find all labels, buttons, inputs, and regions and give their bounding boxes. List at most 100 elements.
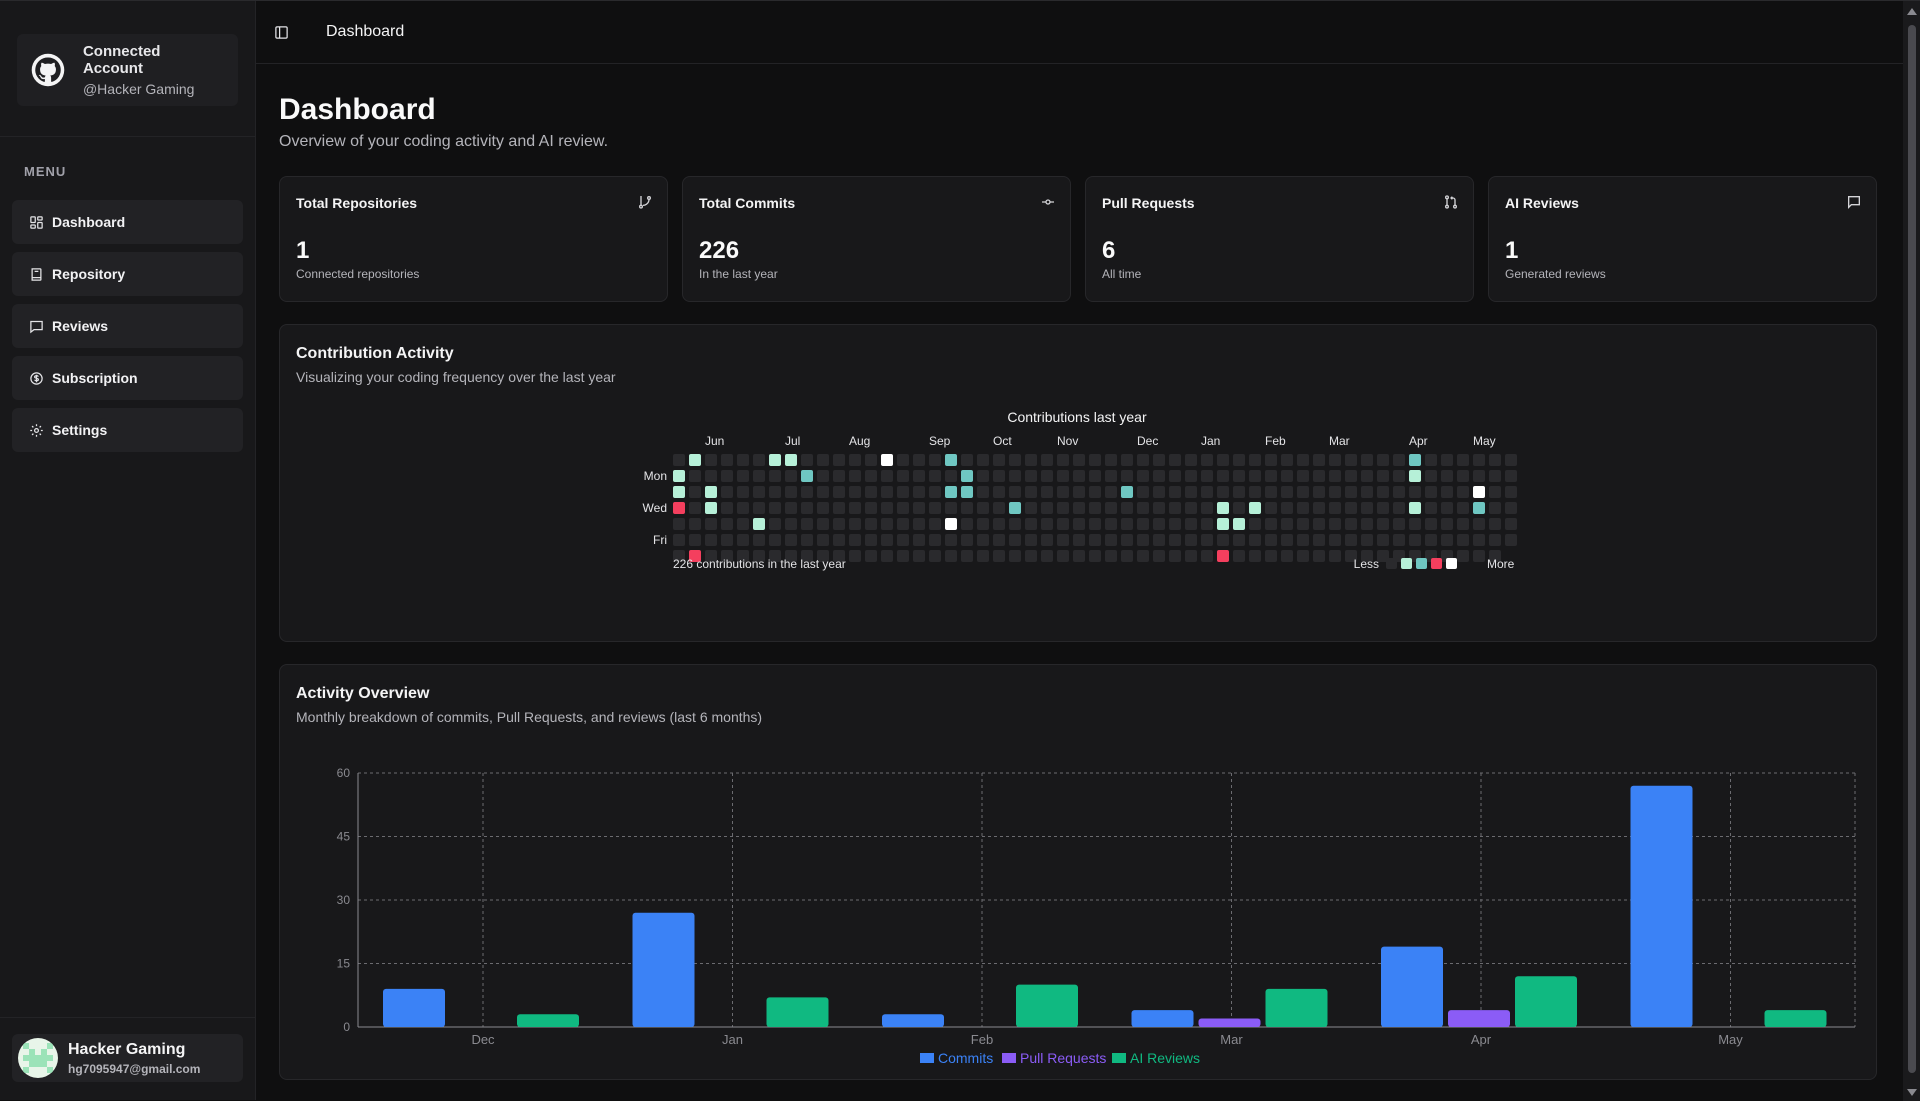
heatmap-cell[interactable] bbox=[1153, 534, 1165, 546]
heatmap-cell[interactable] bbox=[705, 486, 717, 498]
heatmap-cell[interactable] bbox=[769, 454, 781, 466]
heatmap-cell[interactable] bbox=[737, 518, 749, 530]
heatmap-cell[interactable] bbox=[1409, 470, 1421, 482]
connected-account-card[interactable]: Connected Account @Hacker Gaming bbox=[17, 34, 238, 106]
heatmap-cell[interactable] bbox=[1217, 502, 1229, 514]
heatmap-cell[interactable] bbox=[849, 550, 861, 562]
heatmap-cell[interactable] bbox=[1361, 470, 1373, 482]
heatmap-cell[interactable] bbox=[753, 470, 765, 482]
heatmap-cell[interactable] bbox=[1345, 550, 1357, 562]
heatmap-cell[interactable] bbox=[1425, 470, 1437, 482]
heatmap-cell[interactable] bbox=[1313, 486, 1325, 498]
heatmap-cell[interactable] bbox=[1025, 518, 1037, 530]
heatmap-cell[interactable] bbox=[1073, 454, 1085, 466]
heatmap-cell[interactable] bbox=[801, 502, 813, 514]
heatmap-cell[interactable] bbox=[1169, 470, 1181, 482]
heatmap-cell[interactable] bbox=[1361, 502, 1373, 514]
heatmap-cell[interactable] bbox=[897, 518, 909, 530]
heatmap-cell[interactable] bbox=[1281, 470, 1293, 482]
heatmap-cell[interactable] bbox=[993, 550, 1005, 562]
heatmap-cell[interactable] bbox=[993, 454, 1005, 466]
heatmap-cell[interactable] bbox=[1185, 550, 1197, 562]
heatmap-cell[interactable] bbox=[1409, 454, 1421, 466]
heatmap-cell[interactable] bbox=[1441, 454, 1453, 466]
chart-legend-label[interactable]: Commits bbox=[938, 1050, 993, 1066]
heatmap-cell[interactable] bbox=[1489, 502, 1501, 514]
heatmap-cell[interactable] bbox=[1313, 454, 1325, 466]
heatmap-cell[interactable] bbox=[689, 502, 701, 514]
heatmap-cell[interactable] bbox=[913, 470, 925, 482]
heatmap-cell[interactable] bbox=[977, 502, 989, 514]
heatmap-cell[interactable] bbox=[1313, 502, 1325, 514]
chart-bar-commits[interactable] bbox=[882, 1014, 944, 1027]
heatmap-cell[interactable] bbox=[1233, 454, 1245, 466]
heatmap-cell[interactable] bbox=[945, 550, 957, 562]
heatmap-cell[interactable] bbox=[961, 454, 973, 466]
heatmap-cell[interactable] bbox=[945, 534, 957, 546]
heatmap-cell[interactable] bbox=[1137, 454, 1149, 466]
heatmap-cell[interactable] bbox=[1185, 454, 1197, 466]
heatmap-cell[interactable] bbox=[785, 470, 797, 482]
heatmap-cell[interactable] bbox=[1201, 486, 1213, 498]
heatmap-cell[interactable] bbox=[1345, 502, 1357, 514]
heatmap-cell[interactable] bbox=[1057, 454, 1069, 466]
heatmap-cell[interactable] bbox=[1473, 534, 1485, 546]
heatmap-cell[interactable] bbox=[865, 534, 877, 546]
heatmap-cell[interactable] bbox=[849, 534, 861, 546]
vertical-scrollbar[interactable] bbox=[1903, 1, 1920, 1101]
heatmap-cell[interactable] bbox=[1105, 518, 1117, 530]
heatmap-cell[interactable] bbox=[1137, 534, 1149, 546]
heatmap-cell[interactable] bbox=[1377, 486, 1389, 498]
heatmap-cell[interactable] bbox=[1265, 470, 1277, 482]
heatmap-cell[interactable] bbox=[673, 550, 685, 562]
heatmap-cell[interactable] bbox=[881, 486, 893, 498]
heatmap-cell[interactable] bbox=[1281, 502, 1293, 514]
heatmap-cell[interactable] bbox=[785, 534, 797, 546]
heatmap-cell[interactable] bbox=[1249, 518, 1261, 530]
heatmap-cell[interactable] bbox=[1313, 470, 1325, 482]
heatmap-cell[interactable] bbox=[1137, 470, 1149, 482]
heatmap-cell[interactable] bbox=[1169, 502, 1181, 514]
heatmap-cell[interactable] bbox=[769, 502, 781, 514]
heatmap-cell[interactable] bbox=[1457, 502, 1469, 514]
heatmap-cell[interactable] bbox=[849, 518, 861, 530]
heatmap-cell[interactable] bbox=[1169, 454, 1181, 466]
chart-bar-ai-reviews[interactable] bbox=[517, 1014, 579, 1027]
chart-bar-ai-reviews[interactable] bbox=[1016, 984, 1078, 1027]
heatmap-cell[interactable] bbox=[1153, 486, 1165, 498]
heatmap-cell[interactable] bbox=[945, 518, 957, 530]
heatmap-cell[interactable] bbox=[1361, 534, 1373, 546]
heatmap-cell[interactable] bbox=[1505, 486, 1517, 498]
heatmap-cell[interactable] bbox=[1121, 518, 1133, 530]
heatmap-cell[interactable] bbox=[1361, 454, 1373, 466]
heatmap-cell[interactable] bbox=[897, 550, 909, 562]
heatmap-cell[interactable] bbox=[721, 534, 733, 546]
heatmap-cell[interactable] bbox=[721, 470, 733, 482]
heatmap-cell[interactable] bbox=[833, 486, 845, 498]
heatmap-cell[interactable] bbox=[1185, 518, 1197, 530]
heatmap-cell[interactable] bbox=[1425, 534, 1437, 546]
heatmap-cell[interactable] bbox=[785, 502, 797, 514]
heatmap-cell[interactable] bbox=[769, 486, 781, 498]
heatmap-cell[interactable] bbox=[769, 470, 781, 482]
heatmap-cell[interactable] bbox=[1105, 502, 1117, 514]
heatmap-cell[interactable] bbox=[849, 454, 861, 466]
heatmap-cell[interactable] bbox=[1457, 518, 1469, 530]
heatmap-cell[interactable] bbox=[1393, 502, 1405, 514]
heatmap-cell[interactable] bbox=[1217, 518, 1229, 530]
heatmap-cell[interactable] bbox=[1185, 534, 1197, 546]
heatmap-cell[interactable] bbox=[1153, 550, 1165, 562]
heatmap-cell[interactable] bbox=[977, 470, 989, 482]
heatmap-cell[interactable] bbox=[897, 534, 909, 546]
heatmap-cell[interactable] bbox=[1041, 470, 1053, 482]
heatmap-cell[interactable] bbox=[993, 534, 1005, 546]
heatmap-cell[interactable] bbox=[961, 470, 973, 482]
heatmap-cell[interactable] bbox=[1249, 486, 1261, 498]
heatmap-cell[interactable] bbox=[673, 534, 685, 546]
heatmap-cell[interactable] bbox=[721, 502, 733, 514]
heatmap-cell[interactable] bbox=[1377, 454, 1389, 466]
heatmap-cell[interactable] bbox=[1201, 534, 1213, 546]
heatmap-cell[interactable] bbox=[1217, 470, 1229, 482]
heatmap-cell[interactable] bbox=[1489, 470, 1501, 482]
heatmap-cell[interactable] bbox=[1281, 550, 1293, 562]
